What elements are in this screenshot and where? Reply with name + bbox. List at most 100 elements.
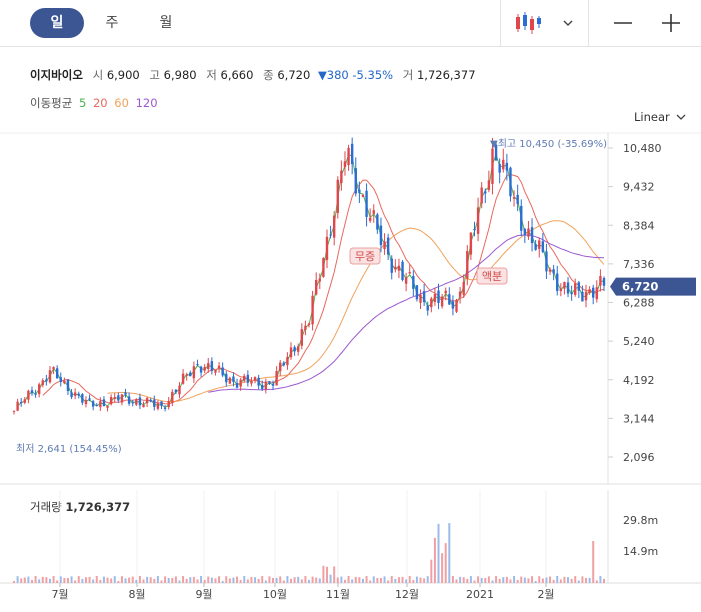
volume-bar xyxy=(246,579,249,583)
volume-label: 거 xyxy=(402,68,414,82)
candle-body xyxy=(297,346,300,352)
volume-bar xyxy=(567,577,570,583)
volume-bar xyxy=(142,579,145,583)
volume-bar xyxy=(13,581,15,583)
tab-week[interactable]: 주 xyxy=(105,15,119,31)
candle-body xyxy=(203,367,206,371)
volume-bar xyxy=(473,580,476,583)
volume-bar xyxy=(480,577,483,583)
candle-body xyxy=(552,269,555,274)
chart-type-button[interactable] xyxy=(510,8,580,38)
volume-bar xyxy=(437,523,440,583)
candle-body xyxy=(602,278,606,286)
volume-bar xyxy=(484,577,487,583)
volume-bar xyxy=(268,576,271,583)
volume-bar xyxy=(304,576,307,583)
ma-period-20: 20 xyxy=(92,96,108,110)
volume-bar xyxy=(52,576,55,583)
volume-bar xyxy=(516,579,519,583)
volume-bar xyxy=(369,580,372,583)
candle-body xyxy=(386,237,390,255)
candle-body xyxy=(271,384,275,386)
x-tick-label: 9월 xyxy=(195,588,212,601)
volume-bar xyxy=(487,576,490,583)
volume-bar xyxy=(361,578,364,583)
candle-body xyxy=(307,323,311,325)
candle-body xyxy=(70,392,73,398)
volume-bar xyxy=(581,576,584,583)
candle-body xyxy=(599,276,602,286)
candle-body xyxy=(541,241,545,252)
candle-body xyxy=(476,207,480,234)
volume-bar xyxy=(325,566,328,583)
volume-bar xyxy=(135,579,138,583)
candle-body xyxy=(163,407,167,409)
volume-bar xyxy=(315,577,318,583)
candle-body xyxy=(282,362,286,366)
minus-icon xyxy=(614,22,632,24)
open-label: 시 xyxy=(92,68,104,82)
candle-body xyxy=(196,364,199,366)
candle-body xyxy=(30,390,34,394)
volume-tick-label: 14.9m xyxy=(623,545,658,558)
zoom-out-button[interactable] xyxy=(606,8,640,38)
volume-bar xyxy=(282,580,285,583)
candle-body xyxy=(235,383,239,388)
candle-body xyxy=(329,234,332,236)
volume-bar xyxy=(99,579,102,583)
volume-bar xyxy=(27,576,30,583)
volume-bar xyxy=(423,578,426,583)
x-tick-label: 8월 xyxy=(128,588,145,601)
volume-bar xyxy=(376,577,379,583)
y-tick-label: 8,384 xyxy=(623,219,655,232)
candle-body xyxy=(181,373,185,384)
candle-body xyxy=(109,396,113,405)
candle-body xyxy=(401,261,404,280)
candle-body xyxy=(455,299,458,312)
tab-month[interactable]: 월 xyxy=(159,15,173,31)
volume-bar xyxy=(405,579,408,583)
volume-bar xyxy=(559,579,562,583)
volume-bar xyxy=(408,576,411,583)
tab-day[interactable]: 일 xyxy=(30,8,84,38)
candle-body xyxy=(577,282,581,291)
volume-bar xyxy=(174,576,177,583)
scale-selector[interactable]: Linear xyxy=(634,110,686,124)
volume-bar xyxy=(81,578,84,583)
y-tick-label: 7,336 xyxy=(623,258,655,271)
volume-bar xyxy=(383,576,386,583)
volume-bar xyxy=(153,578,156,583)
candle-body xyxy=(498,163,501,173)
candle-body xyxy=(167,401,170,408)
candle-body xyxy=(390,258,393,273)
quote-summary: 이지바이오 시 6,900 고 6,980 저 6,660 종 6,720 ▼3… xyxy=(30,67,476,83)
candle-body xyxy=(332,215,336,238)
candle-body xyxy=(394,266,397,270)
candle-body xyxy=(95,405,98,407)
volume-bar xyxy=(200,576,203,583)
volume-bar xyxy=(390,576,393,583)
volume-bar xyxy=(523,577,526,583)
candle-body xyxy=(311,295,314,325)
volume-bar xyxy=(63,577,66,583)
candle-body xyxy=(545,251,548,272)
candle-body xyxy=(27,390,30,400)
volume-bar xyxy=(347,576,350,583)
candle-body xyxy=(189,372,192,377)
y-tick-label: 6,288 xyxy=(623,297,655,310)
scale-mode: Linear xyxy=(634,110,670,124)
volume-bar xyxy=(207,576,210,583)
moving-average-legend[interactable]: 이동평균 5 20 60 120 xyxy=(30,95,158,111)
volume-bar xyxy=(397,577,400,583)
volume-bar xyxy=(549,576,552,583)
candle-body xyxy=(178,385,181,395)
zoom-in-button[interactable] xyxy=(654,8,688,38)
candle-body xyxy=(509,167,512,197)
y-tick-label: 3,144 xyxy=(623,412,655,425)
close-label: 종 xyxy=(263,68,274,82)
candle-body xyxy=(354,168,357,194)
x-tick-label: 2월 xyxy=(537,588,554,601)
period-toolbar: 일 주 월 xyxy=(0,0,701,47)
volume-bar xyxy=(290,578,293,583)
